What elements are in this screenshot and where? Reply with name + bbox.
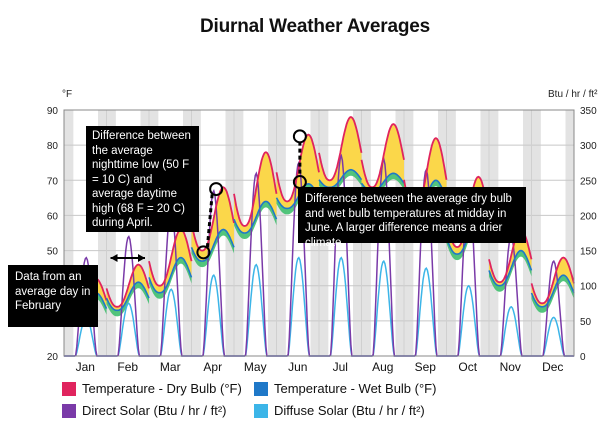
legend-label-dry-bulb: Temperature - Dry Bulb (°F) <box>82 381 242 396</box>
night-band <box>191 110 201 356</box>
dry-bulb-line <box>275 133 320 203</box>
x-tick-label: Jul <box>333 360 348 374</box>
dry-wet-difference-fill <box>531 257 574 307</box>
wet-bulb-line <box>105 281 150 312</box>
legend-direct-solar: Direct Solar (Btu / hr / ft²) <box>62 403 226 418</box>
y-left-tick-label: 60 <box>47 211 59 222</box>
y-left-tick-label: 20 <box>47 352 59 363</box>
y-left-tick-label: 90 <box>47 106 59 117</box>
dry-wet-difference-fill <box>234 152 277 233</box>
y-left-tick-label: 50 <box>47 247 59 258</box>
y-right-tick-label: 150 <box>580 247 597 258</box>
april-range-marker <box>205 194 214 248</box>
dry-wet-difference-fill <box>489 229 532 286</box>
dry-bulb-line <box>233 151 278 227</box>
x-tick-label: Dec <box>542 360 563 374</box>
night-band <box>149 110 159 356</box>
y-right-tick-label: 50 <box>580 317 592 328</box>
wet-bulb-line <box>233 200 278 234</box>
dry-wet-difference-fill <box>361 124 404 191</box>
x-tick-label: Aug <box>372 360 393 374</box>
y-right-tick-label: 0 <box>580 352 586 363</box>
june-dry-circle <box>292 129 307 144</box>
x-tick-label: Sep <box>415 360 437 374</box>
night-band <box>565 110 574 356</box>
y-left-tick-label: 80 <box>47 141 59 152</box>
dry-bulb-line <box>318 116 363 182</box>
plot-frame <box>63 109 575 357</box>
x-tick-label: Jun <box>288 360 307 374</box>
arrow-head-left <box>110 254 118 262</box>
x-tick-label: Oct <box>458 360 477 374</box>
x-tick-label: Jan <box>76 360 95 374</box>
x-tick-label: May <box>244 360 267 374</box>
night-band <box>140 110 149 356</box>
x-tick-label: Nov <box>500 360 521 374</box>
night-band <box>98 110 107 356</box>
wet-bulb-line <box>530 274 575 308</box>
y-right-tick-label: 350 <box>580 106 597 117</box>
dry-wet-difference-fill <box>149 229 192 293</box>
dry-wet-difference-fill <box>106 264 149 311</box>
wet-bulb-line <box>488 249 533 287</box>
legend-diffuse-solar: Diffuse Solar (Btu / hr / ft²) <box>254 403 425 418</box>
y-right-tick-label: 200 <box>580 211 597 222</box>
annotation-june-difference: Difference between the average dry bulb … <box>298 187 526 249</box>
legend-dry-bulb: Temperature - Dry Bulb (°F) <box>62 381 242 396</box>
x-tick-label: Mar <box>160 360 181 374</box>
wet-bulb-line <box>190 228 235 262</box>
legend-label-wet-bulb: Temperature - Wet Bulb (°F) <box>274 381 437 396</box>
x-tick-label: Feb <box>117 360 138 374</box>
wet-bulb-line <box>148 256 193 294</box>
night-band <box>276 110 286 356</box>
annotation-april-range: Difference between the average nighttime… <box>86 126 199 232</box>
dry-wet-difference-fill <box>276 134 319 209</box>
april-low-circle <box>196 245 211 260</box>
dry-bulb-line <box>360 123 405 189</box>
legend-swatch-wet-bulb <box>254 381 268 396</box>
night-band <box>523 110 532 356</box>
wet-bulb-line <box>275 182 320 210</box>
legend-label-diffuse-solar: Diffuse Solar (Btu / hr / ft²) <box>274 403 425 418</box>
y-right-unit-label: Btu / hr / ft² <box>548 89 598 100</box>
y-right-tick-label: 300 <box>580 141 597 152</box>
dry-wet-difference-fill <box>404 138 447 216</box>
legend-swatch-dry-bulb <box>62 381 76 396</box>
arrow-head-right <box>138 254 145 262</box>
night-band <box>531 110 541 356</box>
legend-label-direct-solar: Direct Solar (Btu / hr / ft²) <box>82 403 227 418</box>
legend-wet-bulb: Temperature - Wet Bulb (°F) <box>254 381 436 396</box>
chart-title: Diurnal Weather Averages <box>200 16 430 37</box>
legend-swatch-direct-solar <box>62 403 76 418</box>
night-band <box>183 110 192 356</box>
annotation-february-day: Data from an average day in February <box>8 265 98 327</box>
x-tick-label: Apr <box>203 360 222 374</box>
wet-bulb-line <box>318 168 363 189</box>
legend-swatch-diffuse-solar <box>254 403 268 418</box>
dry-bulb-line <box>105 263 150 308</box>
dry-bulb-line <box>148 228 193 287</box>
night-band <box>64 110 74 356</box>
y-right-tick-label: 100 <box>580 282 597 293</box>
night-band <box>106 110 116 356</box>
night-band <box>268 110 277 356</box>
april-high-circle <box>209 182 224 197</box>
y-left-tick-label: 70 <box>47 176 59 187</box>
dry-bulb-line <box>530 256 575 305</box>
y-right-tick-label: 250 <box>580 176 597 187</box>
y-left-unit-label: °F <box>62 89 72 100</box>
